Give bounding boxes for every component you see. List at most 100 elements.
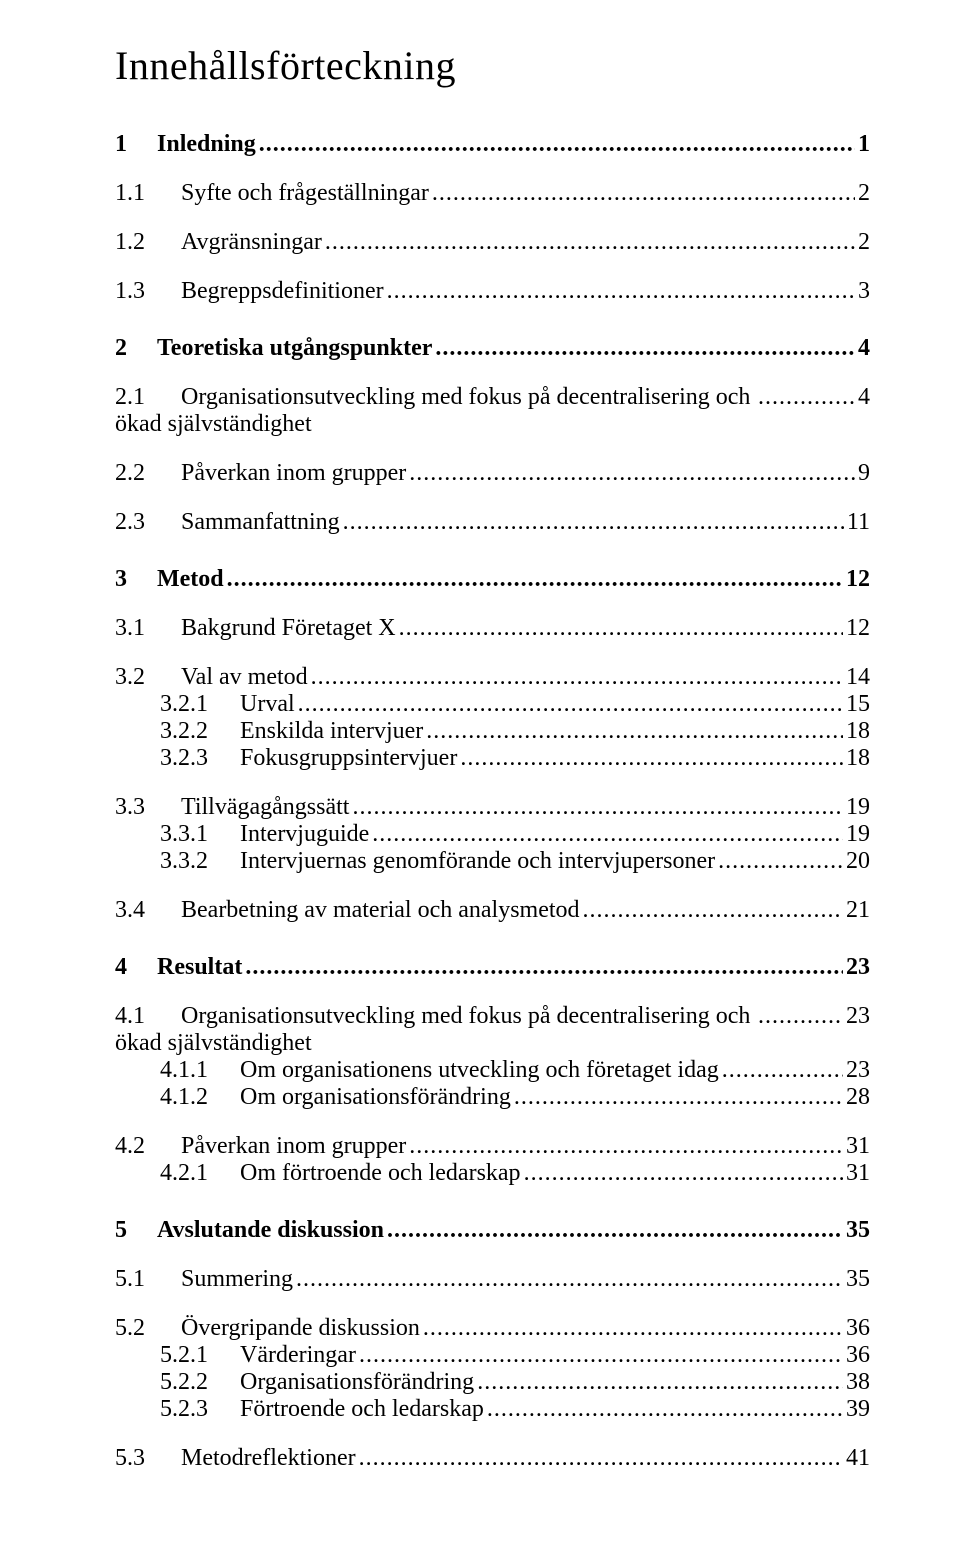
toc-entry-label: 3.3Tillvägagångssätt xyxy=(115,794,349,821)
toc-entry: 4Resultat...............................… xyxy=(115,954,870,981)
toc-entry-page: 23 xyxy=(846,1003,870,1030)
toc-entry-number: 5.2.2 xyxy=(160,1369,240,1396)
toc-entry-text: Teoretiska utgångspunkter xyxy=(157,335,432,361)
toc-leader: ........................................… xyxy=(387,278,855,305)
toc-entry-number: 3.3 xyxy=(115,794,181,821)
toc-leader: ........................................… xyxy=(311,664,843,691)
toc-entry-page: 23 xyxy=(846,954,870,981)
toc-entry-text: Urval xyxy=(240,691,295,717)
toc-entry-text: Avslutande diskussion xyxy=(157,1217,384,1243)
toc-entry-page: 39 xyxy=(846,1396,870,1423)
toc-entry-label: 1Inledning xyxy=(115,131,256,158)
toc-entry: 4.2Påverkan inom grupper................… xyxy=(115,1133,870,1160)
toc-entry: 4.1Organisationsutveckling med fokus på … xyxy=(115,1003,870,1057)
toc-entry-label: 3.4Bearbetning av material och analysmet… xyxy=(115,897,580,924)
toc-entry: 3.3.2Intervjuernas genomförande och inte… xyxy=(160,848,870,875)
toc-entry-text: Tillvägagångssätt xyxy=(181,794,349,820)
toc-entry-page: 14 xyxy=(846,664,870,691)
toc-entry: 3.2.2Enskilda intervjuer................… xyxy=(160,718,870,745)
toc-entry-text: Värderingar xyxy=(240,1342,356,1368)
toc-entry-label: 3Metod xyxy=(115,566,224,593)
toc-entry-number: 3.2.3 xyxy=(160,745,240,772)
toc-leader: ........................................… xyxy=(259,131,855,158)
toc-entry-label: 4.1.1Om organisationens utveckling och f… xyxy=(160,1057,719,1084)
toc-leader: ........................................… xyxy=(758,1003,843,1030)
toc-entry-page: 31 xyxy=(846,1160,870,1187)
toc-entry-label: 5.2.1Värderingar xyxy=(160,1342,356,1369)
toc-entry-label: 4.1.2Om organisationsförändring xyxy=(160,1084,511,1111)
toc-entry-page: 11 xyxy=(847,509,870,536)
toc-entry: 5Avslutande diskussion..................… xyxy=(115,1217,870,1244)
toc-entry: 5.3Metodreflektioner....................… xyxy=(115,1445,870,1472)
toc-entry-text: Begreppsdefinitioner xyxy=(181,278,384,304)
toc-entry: 3.3.1Intervjuguide......................… xyxy=(160,821,870,848)
toc-entry-page: 38 xyxy=(846,1369,870,1396)
toc-entry-label: 5.1Summering xyxy=(115,1266,293,1293)
toc-leader: ........................................… xyxy=(423,1315,843,1342)
toc-entry-page: 28 xyxy=(846,1084,870,1111)
toc-leader: ........................................… xyxy=(343,509,844,536)
toc-entry-label: 3.3.2Intervjuernas genomförande och inte… xyxy=(160,848,715,875)
toc-leader: ........................................… xyxy=(387,1217,843,1244)
toc-entry: 3.3Tillvägagångssätt....................… xyxy=(115,794,870,821)
toc-entry-label: 2.1Organisationsutveckling med fokus på … xyxy=(115,384,755,438)
toc-entry-number: 5.2 xyxy=(115,1315,181,1342)
toc-entry-page: 4 xyxy=(858,335,870,362)
toc-entry-page: 9 xyxy=(858,460,870,487)
toc-entry-text: Om organisationsförändring xyxy=(240,1084,511,1110)
toc-entry: 5.2.3Förtroende och ledarskap...........… xyxy=(160,1396,870,1423)
toc-leader: ........................................… xyxy=(477,1369,843,1396)
toc-entry-label: 3.2.1Urval xyxy=(160,691,295,718)
toc-entry-page: 1 xyxy=(858,131,870,158)
toc-entry: 1.1Syfte och frågeställningar...........… xyxy=(115,180,870,207)
toc-entry: 3.2.3Fokusgruppsintervjuer..............… xyxy=(160,745,870,772)
toc-leader: ........................................… xyxy=(352,794,843,821)
toc-leader: ........................................… xyxy=(435,335,855,362)
toc-entry-label: 1.2Avgränsningar xyxy=(115,229,322,256)
toc-entry-text: Syfte och frågeställningar xyxy=(181,180,429,206)
toc-entry-number: 3.3.2 xyxy=(160,848,240,875)
toc-entry-number: 4.2 xyxy=(115,1133,181,1160)
toc-entry-label: 5.2.2Organisationsförändring xyxy=(160,1369,474,1396)
toc-entry-page: 36 xyxy=(846,1342,870,1369)
toc-entry-label: 3.2.2Enskilda intervjuer xyxy=(160,718,423,745)
toc-entry-number: 1.1 xyxy=(115,180,181,207)
toc-entry-page: 15 xyxy=(846,691,870,718)
toc-entry-page: 12 xyxy=(846,566,870,593)
toc-entry: 3.2Val av metod.........................… xyxy=(115,664,870,691)
toc-entry: 2Teoretiska utgångspunkter..............… xyxy=(115,335,870,362)
toc-leader: ........................................… xyxy=(514,1084,843,1111)
toc-entry-text: Bakgrund Företaget X xyxy=(181,615,396,641)
toc-entry-label: 5Avslutande diskussion xyxy=(115,1217,384,1244)
toc-entry-text: Om förtroende och ledarskap xyxy=(240,1160,521,1186)
toc-entry: 4.1.2Om organisationsförändring.........… xyxy=(160,1084,870,1111)
toc-entry-page: 2 xyxy=(858,229,870,256)
toc-entry: 2.2Påverkan inom grupper................… xyxy=(115,460,870,487)
toc-entry-label: 2.2Påverkan inom grupper xyxy=(115,460,406,487)
toc-entry-page: 20 xyxy=(846,848,870,875)
toc-entry-text: Summering xyxy=(181,1266,293,1292)
toc-entry-page: 18 xyxy=(846,718,870,745)
toc-entry-label: 3.3.1Intervjuguide xyxy=(160,821,369,848)
toc-entry-number: 4.1 xyxy=(115,1003,181,1030)
toc-entry-page: 36 xyxy=(846,1315,870,1342)
toc-entry-text: Organisationsutveckling med fokus på dec… xyxy=(115,1003,750,1056)
toc-entry-number: 4.1.2 xyxy=(160,1084,240,1111)
toc-entry-number: 4 xyxy=(115,954,157,981)
toc-entry-number: 5.1 xyxy=(115,1266,181,1293)
toc-entry-page: 12 xyxy=(846,615,870,642)
toc-entry-label: 1.1Syfte och frågeställningar xyxy=(115,180,429,207)
toc-leader: ........................................… xyxy=(718,848,843,875)
toc-entry-number: 5.3 xyxy=(115,1445,181,1472)
toc-leader: ........................................… xyxy=(409,1133,843,1160)
toc-entry-number: 5.2.1 xyxy=(160,1342,240,1369)
toc-entry: 2.3Sammanfattning.......................… xyxy=(115,509,870,536)
toc-entry-number: 3.1 xyxy=(115,615,181,642)
toc-entry-number: 1 xyxy=(115,131,157,158)
toc-leader: ........................................… xyxy=(372,821,843,848)
toc-entry-text: Förtroende och ledarskap xyxy=(240,1396,484,1422)
toc-entry-number: 4.1.1 xyxy=(160,1057,240,1084)
toc-entry-number: 3.2.2 xyxy=(160,718,240,745)
toc-entry-label: 2.3Sammanfattning xyxy=(115,509,340,536)
toc-leader: ........................................… xyxy=(359,1445,843,1472)
